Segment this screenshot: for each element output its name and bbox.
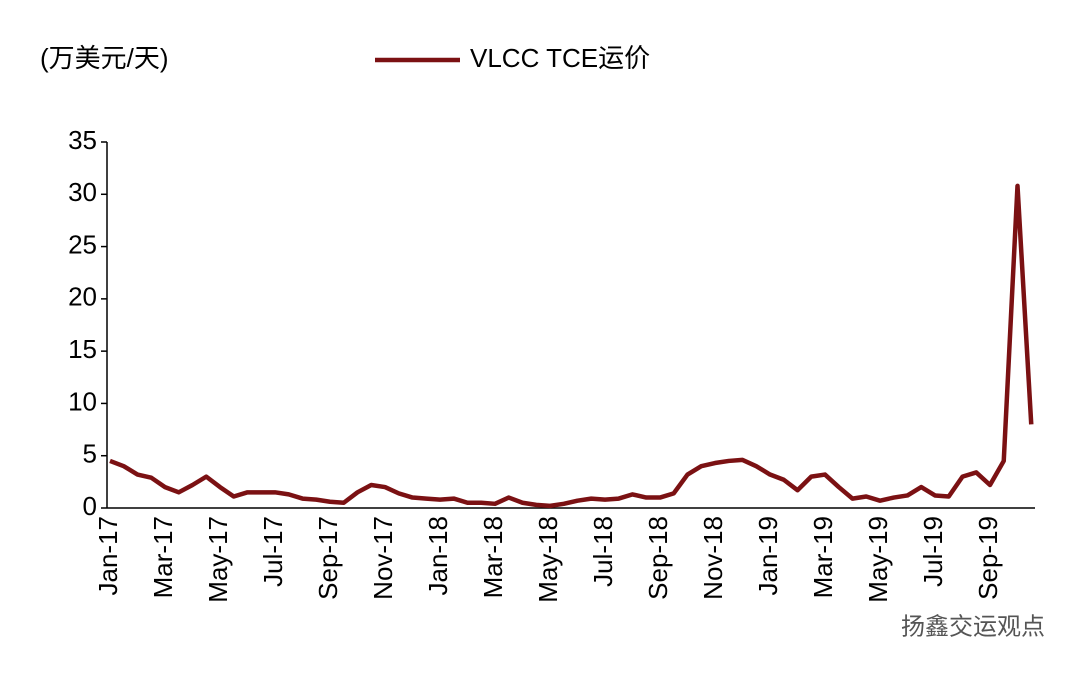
data-line bbox=[109, 183, 1034, 509]
x-tick-label: Sep-19 bbox=[973, 516, 1003, 600]
x-tick-label: Jan-19 bbox=[753, 516, 783, 596]
x-tick-label: Mar-18 bbox=[478, 516, 508, 598]
y-axis-title: (万美元/天) bbox=[40, 43, 169, 73]
x-tick-label: Jul-17 bbox=[258, 516, 288, 587]
x-tick-label: Nov-18 bbox=[698, 516, 728, 600]
x-tick-label: May-18 bbox=[533, 516, 563, 603]
x-tick-label: Nov-17 bbox=[368, 516, 398, 600]
watermark: 扬鑫交运观点 bbox=[901, 613, 1045, 640]
y-tick-label: 35 bbox=[68, 125, 97, 155]
x-tick-label: Sep-17 bbox=[313, 516, 343, 600]
x-tick-label: Jul-19 bbox=[918, 516, 948, 587]
x-tick-label: May-19 bbox=[863, 516, 893, 603]
y-tick-label: 0 bbox=[83, 491, 97, 521]
x-tick-label: Mar-19 bbox=[808, 516, 838, 598]
x-tick-label: Jan-18 bbox=[423, 516, 453, 596]
x-tick-label: Jul-18 bbox=[588, 516, 618, 587]
y-tick-label: 25 bbox=[68, 229, 97, 259]
x-tick-label: May-17 bbox=[203, 516, 233, 603]
y-tick-label: 5 bbox=[83, 439, 97, 469]
x-tick-label: Sep-18 bbox=[643, 516, 673, 600]
x-tick-label: Mar-17 bbox=[148, 516, 178, 598]
y-tick-label: 10 bbox=[68, 386, 97, 416]
x-tick-label: Jan-17 bbox=[93, 516, 123, 596]
y-tick-label: 20 bbox=[68, 282, 97, 312]
y-tick-label: 30 bbox=[68, 177, 97, 207]
legend-label: VLCC TCE运价 bbox=[470, 43, 650, 73]
y-tick-label: 15 bbox=[68, 334, 97, 364]
